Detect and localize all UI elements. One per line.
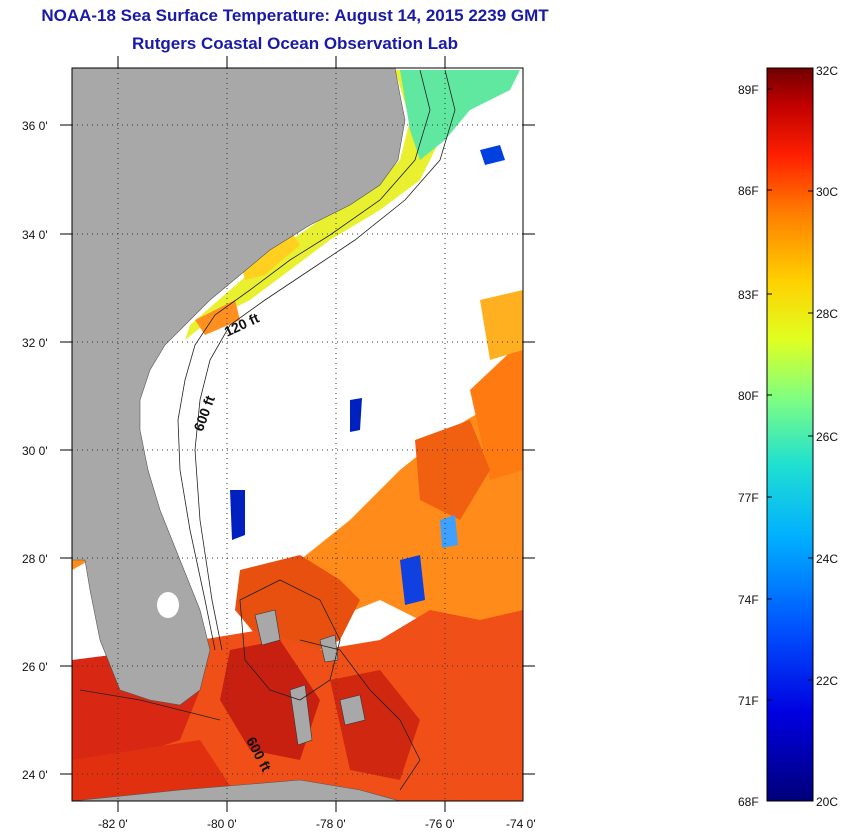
lon-label-82: -82 0' — [98, 817, 128, 831]
lake-okeechobee — [157, 592, 179, 618]
lat-label-36: 36 0' — [22, 119, 48, 133]
land-mainland — [72, 68, 406, 706]
cbar-c-30: 30C — [816, 185, 838, 199]
cbar-c-26: 26C — [816, 430, 838, 444]
cbar-c-24: 24C — [816, 552, 838, 566]
latitude-labels: 36 0' 34 0' 32 0' 30 0' 28 0' 26 0' 24 0… — [22, 119, 48, 782]
map-frame — [71, 67, 524, 802]
coastal-band — [185, 70, 520, 340]
cbar-f-80: 80F — [738, 389, 759, 403]
sst-patches — [72, 290, 523, 801]
lon-label-76: -76 0' — [425, 817, 455, 831]
map-title: NOAA-18 Sea Surface Temperature: August … — [41, 6, 549, 25]
lat-label-26: 26 0' — [22, 660, 48, 674]
gridlines — [72, 68, 523, 801]
cbar-f-71: 71F — [738, 694, 759, 708]
cbar-f-68: 68F — [738, 795, 759, 809]
map-subtitle: Rutgers Coastal Ocean Observation Lab — [132, 34, 458, 53]
lat-label-24: 24 0' — [22, 768, 48, 782]
lat-label-30: 30 0' — [22, 444, 48, 458]
colorbar-gradient — [766, 67, 814, 802]
lat-label-28: 28 0' — [22, 552, 48, 566]
cbar-f-74: 74F — [738, 593, 759, 607]
cbar-f-77: 77F — [738, 491, 759, 505]
cbar-c-20: 20C — [816, 795, 838, 809]
cbar-f-83: 83F — [738, 288, 759, 302]
lat-label-34: 34 0' — [22, 228, 48, 242]
land-bahamas — [254, 609, 366, 746]
colorbar: 89F 86F 83F 80F 77F 74F 71F 68F 32C 30C … — [738, 64, 838, 809]
cbar-f-86: 86F — [738, 184, 759, 198]
map-ticks — [60, 56, 535, 812]
cbar-f-89: 89F — [738, 83, 759, 97]
cbar-c-32: 32C — [816, 64, 838, 78]
cbar-c-22: 22C — [816, 674, 838, 688]
cbar-c-28: 28C — [816, 307, 838, 321]
lon-label-80: -80 0' — [207, 817, 237, 831]
lon-label-78: -78 0' — [316, 817, 346, 831]
land-cuba — [72, 779, 401, 801]
longitude-labels: -82 0' -80 0' -78 0' -76 0' -74 0' — [98, 817, 536, 831]
bathymetry-contours — [79, 69, 456, 791]
lat-label-32: 32 0' — [22, 336, 48, 350]
lon-label-74: -74 0' — [506, 817, 536, 831]
